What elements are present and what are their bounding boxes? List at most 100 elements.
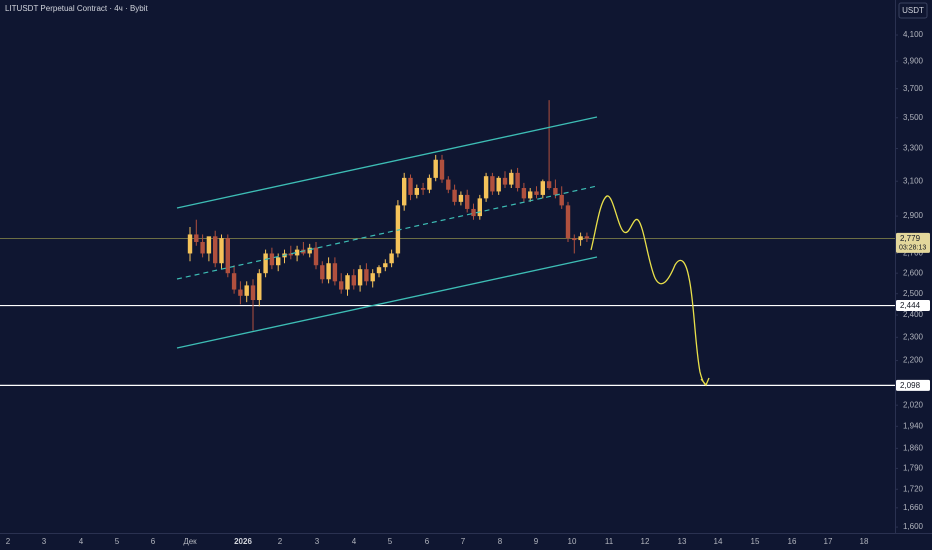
y-tick-label: 1,720 bbox=[903, 484, 924, 493]
candle-body bbox=[565, 205, 571, 239]
candle-body bbox=[276, 257, 281, 266]
candle-body bbox=[357, 269, 363, 286]
price-tag bbox=[896, 300, 930, 312]
currency-button[interactable] bbox=[898, 2, 928, 19]
candle-body bbox=[376, 267, 382, 274]
candle-body bbox=[496, 177, 501, 192]
x-tick-label: 11 bbox=[605, 537, 614, 546]
candle-body bbox=[458, 194, 464, 202]
y-tick-label: 2,020 bbox=[903, 400, 924, 409]
candle-body bbox=[370, 273, 375, 282]
candle-body bbox=[559, 194, 564, 206]
currency[interactable]: USDT bbox=[902, 6, 924, 15]
price-tag-label: 2,098 bbox=[900, 381, 921, 390]
candle-body bbox=[446, 179, 451, 190]
channel-upper bbox=[176, 116, 598, 209]
x-tick-label: 6 bbox=[425, 537, 430, 546]
x-tick-label: 6 bbox=[151, 537, 156, 546]
channel-lower bbox=[176, 256, 598, 349]
price-tag bbox=[896, 379, 930, 391]
price-tag-label: 2,779 bbox=[900, 234, 921, 243]
x-tick-label: 14 bbox=[714, 537, 723, 546]
candle-body bbox=[200, 241, 205, 254]
y-tick-label: 3,100 bbox=[903, 176, 924, 185]
candle-body bbox=[244, 285, 249, 296]
candle-body bbox=[540, 181, 545, 195]
candle-body bbox=[364, 269, 369, 282]
x-tick-label: 2026 bbox=[234, 537, 252, 546]
y-tick-label: 2,700 bbox=[903, 249, 924, 258]
y-tick-label: 1,940 bbox=[903, 421, 924, 430]
candle-body bbox=[471, 208, 476, 217]
x-tick-label: 15 bbox=[751, 537, 760, 546]
x-tick-label: 5 bbox=[115, 537, 120, 546]
x-tick-label: 18 bbox=[860, 537, 869, 546]
x-tick-label: 5 bbox=[388, 537, 393, 546]
y-tick-label: 2,600 bbox=[903, 268, 924, 277]
candle-body bbox=[465, 194, 470, 209]
y-tick-label: 3,900 bbox=[903, 56, 924, 65]
candle-body bbox=[250, 285, 256, 301]
x-tick-label: 10 bbox=[568, 537, 577, 546]
chart-title: LITUSDT Perpetual Contract · 4ч · Bybit bbox=[5, 4, 149, 13]
forecast-path bbox=[590, 195, 710, 387]
candle-body bbox=[528, 191, 533, 199]
candle-body bbox=[534, 191, 539, 195]
price-tag bbox=[896, 232, 930, 253]
y-tick-label: 3,500 bbox=[903, 113, 924, 122]
candle-body bbox=[238, 289, 243, 296]
candle-body bbox=[452, 189, 457, 202]
x-tick-label: 12 bbox=[641, 537, 650, 546]
candle-body bbox=[194, 234, 199, 242]
plot bbox=[0, 100, 895, 386]
candle-body bbox=[553, 188, 558, 195]
candle-body bbox=[213, 236, 218, 264]
candle-body bbox=[439, 159, 445, 180]
x-tick-label: 2 bbox=[6, 537, 11, 546]
candle-body bbox=[345, 275, 350, 290]
y-tick-label: 3,300 bbox=[903, 144, 924, 153]
candle-body bbox=[263, 253, 268, 274]
candle-body bbox=[433, 159, 438, 178]
candle-body bbox=[231, 273, 237, 290]
candle-body bbox=[414, 188, 419, 195]
candle-body bbox=[584, 236, 590, 239]
candle-body bbox=[294, 249, 300, 256]
x-tick-label: 7 bbox=[461, 537, 466, 546]
candle-body bbox=[578, 236, 583, 241]
drawings bbox=[176, 116, 710, 387]
x-tick-label: 4 bbox=[352, 537, 357, 546]
y-tick-label: 4,100 bbox=[903, 30, 924, 39]
candle-body bbox=[288, 253, 293, 256]
x-tick-label: Дек bbox=[183, 537, 197, 546]
x-tick-label: 2 bbox=[278, 537, 283, 546]
candle-body bbox=[395, 205, 401, 254]
candle-body bbox=[313, 247, 319, 266]
candle-body bbox=[219, 238, 224, 264]
y-tick-label: 1,860 bbox=[903, 443, 924, 452]
x-tick-label: 13 bbox=[678, 537, 687, 546]
candle-body bbox=[307, 247, 312, 254]
candle-body bbox=[490, 176, 495, 192]
x-tick-label: 17 bbox=[824, 537, 833, 546]
x-tick-label: 3 bbox=[42, 537, 47, 546]
candle-body bbox=[351, 275, 356, 286]
candle-body bbox=[572, 238, 577, 241]
candle-body bbox=[383, 263, 388, 268]
candle-body bbox=[477, 198, 482, 217]
y-tick-label: 2,300 bbox=[903, 332, 924, 341]
y-tick-label: 2,200 bbox=[903, 356, 924, 365]
x-tick-label: 16 bbox=[788, 537, 797, 546]
candle-body bbox=[402, 177, 407, 206]
candle-body bbox=[269, 253, 275, 266]
y-tick-label: 2,500 bbox=[903, 289, 924, 298]
candle-body bbox=[546, 181, 552, 189]
candle-body bbox=[332, 263, 338, 282]
candle-body bbox=[427, 177, 432, 190]
candle-body bbox=[408, 177, 413, 195]
x-tick-label: 3 bbox=[315, 537, 320, 546]
x-tick-label: 8 bbox=[498, 537, 503, 546]
candle-body bbox=[206, 236, 212, 254]
